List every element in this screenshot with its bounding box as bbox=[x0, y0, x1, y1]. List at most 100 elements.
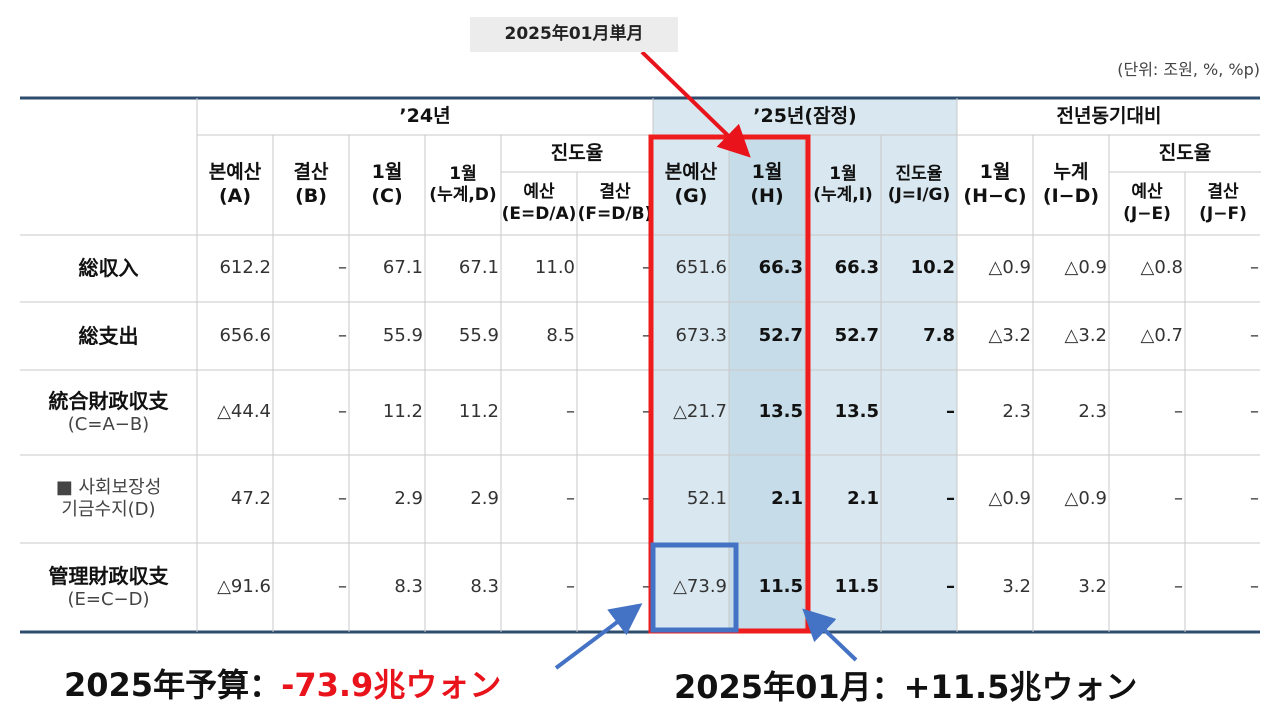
callout: 2025年01月単月 bbox=[470, 17, 678, 52]
cell-value: – bbox=[642, 324, 651, 346]
cell-value: – bbox=[338, 257, 347, 279]
cell-value: – bbox=[1250, 324, 1259, 346]
cell-value: △44.4 bbox=[217, 401, 271, 423]
column-header: 결산 (B) bbox=[293, 161, 329, 207]
cell-value: △3.2 bbox=[988, 324, 1031, 346]
cell-value: 66.3 bbox=[758, 257, 803, 279]
cell-value: 651.6 bbox=[675, 257, 727, 279]
cell-value: 52.7 bbox=[758, 324, 803, 346]
cell-value: – bbox=[338, 487, 347, 509]
cell-value: △0.7 bbox=[1140, 324, 1183, 346]
row-label-line: 기금수지(D) bbox=[61, 499, 156, 520]
cell-value: 3.2 bbox=[1078, 576, 1107, 598]
column-header: 본예산 (A) bbox=[208, 161, 262, 207]
row-label: 管理財政収支 (E=C−D) bbox=[20, 543, 197, 632]
row-label-line: ■ 사회보장성 bbox=[55, 476, 162, 498]
column-header: 1월 (H−C) bbox=[963, 161, 1027, 207]
cell-value: 8.3 bbox=[394, 576, 423, 598]
cell-value: 2.3 bbox=[1002, 401, 1031, 423]
cell-value: – bbox=[946, 401, 955, 423]
cell-value: 8.3 bbox=[470, 576, 499, 598]
cell-value: – bbox=[642, 401, 651, 423]
cell-value: – bbox=[946, 487, 955, 509]
row-label-line: 総収入 bbox=[78, 256, 139, 280]
column-header: 본예산 (G) bbox=[664, 161, 718, 207]
cell-value: △0.9 bbox=[1064, 487, 1107, 509]
cell-value: – bbox=[566, 401, 575, 423]
cell-value: 55.9 bbox=[458, 324, 499, 346]
cell-value: – bbox=[642, 257, 651, 279]
subgroup-header: 진도율 bbox=[550, 141, 604, 164]
cell-value: – bbox=[338, 401, 347, 423]
column-header: 1월 (H) bbox=[750, 161, 784, 207]
cell-value: △0.8 bbox=[1140, 257, 1183, 279]
cell-value: 2.9 bbox=[394, 487, 423, 509]
note-value: -73.9兆ウォン bbox=[281, 666, 502, 704]
cell-value: △3.2 bbox=[1064, 324, 1107, 346]
cell-value: – bbox=[1250, 576, 1259, 598]
cell-value: – bbox=[642, 576, 651, 598]
cell-value: – bbox=[1250, 401, 1259, 423]
cell-value: – bbox=[338, 576, 347, 598]
cell-value: – bbox=[1174, 401, 1183, 423]
note-value: +11.5兆ウォン bbox=[903, 668, 1138, 706]
row-label: ■ 사회보장성 기금수지(D) bbox=[20, 455, 197, 543]
cell-value: 656.6 bbox=[219, 324, 271, 346]
group-header: ’25년(잠정) bbox=[753, 104, 857, 127]
bottom-note: 2025年予算：-73.9兆ウォン bbox=[64, 660, 501, 706]
cell-value: – bbox=[566, 576, 575, 598]
group-header: 전년동기대비 bbox=[1056, 104, 1162, 127]
cell-value: 67.1 bbox=[458, 257, 499, 279]
subgroup-header: 진도율 bbox=[1158, 141, 1212, 164]
note-label: 2025年01月： bbox=[674, 668, 904, 706]
cell-value: 66.3 bbox=[834, 257, 879, 279]
cell-value: 2.9 bbox=[470, 487, 499, 509]
cell-value: 673.3 bbox=[675, 324, 727, 346]
arrow bbox=[802, 608, 858, 662]
cell-value: 2.1 bbox=[771, 487, 803, 509]
cell-value: – bbox=[946, 576, 955, 598]
cell-value: – bbox=[338, 324, 347, 346]
column-header: 1월 (누계,D) bbox=[429, 163, 497, 205]
cell-value: – bbox=[566, 487, 575, 509]
column-shade bbox=[729, 135, 805, 632]
blue-box bbox=[650, 542, 739, 633]
cell-value: 7.8 bbox=[923, 324, 955, 346]
arrow bbox=[640, 50, 751, 158]
bottom-note: 2025年01月：+11.5兆ウォン bbox=[674, 662, 1137, 708]
column-header: 예산 (J−E) bbox=[1123, 182, 1171, 224]
cell-value: 2.1 bbox=[847, 487, 879, 509]
cell-value: 3.2 bbox=[1002, 576, 1031, 598]
cell-value: 11.2 bbox=[382, 401, 423, 423]
column-header: 예산 (E=D/A) bbox=[501, 182, 577, 224]
cell-value: △21.7 bbox=[673, 401, 727, 423]
cell-value: 11.5 bbox=[758, 576, 803, 598]
cell-value: – bbox=[1174, 576, 1183, 598]
row-label-line: 総支出 bbox=[78, 323, 139, 348]
cell-value: 11.5 bbox=[834, 576, 879, 598]
cell-value: △91.6 bbox=[217, 576, 271, 598]
row-label-line: 管理財政収支 bbox=[48, 563, 169, 588]
column-header: 결산 (F=D/B) bbox=[577, 182, 653, 224]
cell-value: 47.2 bbox=[230, 487, 271, 509]
cell-value: △0.9 bbox=[988, 257, 1031, 279]
row-label: 統合財政収支 (C=A−B) bbox=[20, 370, 197, 455]
note-label: 2025年予算： bbox=[64, 666, 282, 704]
row-label-line: (C=A−B) bbox=[67, 413, 150, 435]
cell-value: 10.2 bbox=[910, 257, 955, 279]
cell-value: – bbox=[1174, 487, 1183, 509]
row-label-line: (E=C−D) bbox=[67, 588, 150, 610]
column-header: 1월 (C) bbox=[371, 161, 403, 207]
cell-value: 8.5 bbox=[546, 324, 575, 346]
cell-value: △0.9 bbox=[1064, 257, 1107, 279]
cell-value: 11.2 bbox=[458, 401, 499, 423]
row-label: 総収入 bbox=[20, 235, 197, 302]
column-header: 결산 (J−F) bbox=[1199, 182, 1247, 224]
row-label-line: 統合財政収支 bbox=[48, 388, 169, 413]
cell-value: 2.3 bbox=[1078, 401, 1107, 423]
arrow bbox=[554, 603, 643, 670]
unit-note: (단위: 조원, %, %p) bbox=[1117, 60, 1260, 79]
column-header: 진도율 (J=I/G) bbox=[887, 163, 951, 205]
cell-value: 13.5 bbox=[758, 401, 803, 423]
